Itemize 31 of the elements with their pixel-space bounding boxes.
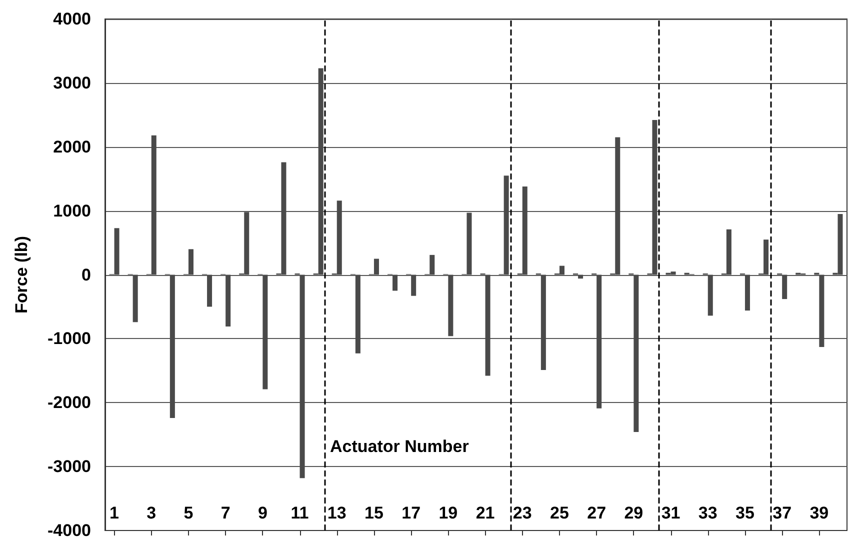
x-tick-label: 35 [736,504,754,522]
x-tick-label: 17 [402,504,421,522]
x-tick-label: 21 [476,504,495,522]
x-tick-label: 7 [220,504,230,522]
x-tick-label: 9 [258,504,268,522]
y-tick-label: 1000 [53,201,91,220]
x-tick-label: 1 [110,504,120,522]
x-tick-label: 23 [512,504,532,522]
x-tick-label: 19 [438,504,458,522]
x-tick-label: 13 [327,504,346,522]
x-axis-title: Actuator Number [330,437,470,456]
y-tick-label: 0 [82,265,91,284]
x-tick-label: 15 [364,504,384,522]
y-tick-label: 2000 [53,137,91,156]
y-tick-label: -3000 [48,457,91,476]
x-tick-label: 29 [624,504,644,522]
x-tick-label: 31 [661,504,680,522]
y-axis-title: Force (lb) [12,236,31,314]
x-tick-label: 11 [290,504,309,522]
x-tick-label: 33 [698,504,718,522]
x-tick-label: 25 [550,504,569,522]
x-tick-label: 5 [184,504,194,522]
y-tick-label: 4000 [53,10,91,28]
y-tick-label: -1000 [48,329,91,348]
y-tick-label: -4000 [48,521,91,539]
x-tick-label: 39 [810,504,829,522]
y-tick-label: 3000 [53,73,91,92]
y-tick-label: -2000 [48,393,91,412]
x-tick-label: 37 [772,504,792,522]
x-tick-label: 3 [146,504,156,522]
x-tick-label: 27 [587,504,606,522]
